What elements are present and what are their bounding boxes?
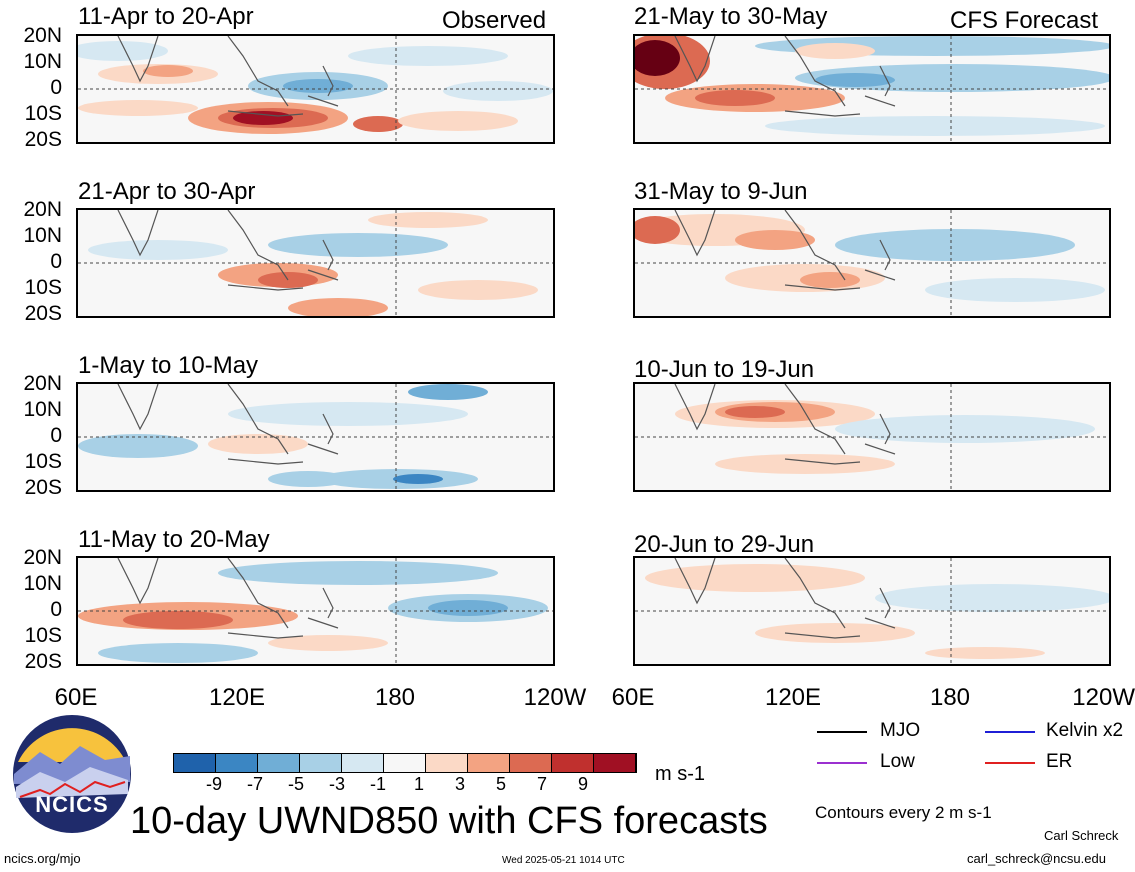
lat-label: 20S: [24, 650, 62, 673]
lon-label: 180: [374, 684, 416, 711]
lon-label: 120W: [523, 684, 587, 711]
lon-label: 60E: [611, 684, 655, 711]
colorbar-swatch: [216, 754, 258, 772]
lat-label: 10N: [23, 50, 62, 73]
lat-label: 0: [50, 424, 62, 447]
lat-label: 10S: [24, 276, 62, 299]
colorbar-tick-label: 5: [495, 774, 506, 794]
lon-label: 180: [929, 684, 971, 711]
footer-url: ncics.org/mjo: [4, 851, 81, 866]
legend-line-mjo: [817, 731, 867, 733]
panel-title-1: 11-Apr to 20-Apr: [78, 3, 254, 30]
main-title: 10-day UWND850 with CFS forecasts: [130, 800, 768, 842]
wind-anomaly-map: [635, 384, 1109, 490]
footer-author: Carl Schreck: [1044, 828, 1119, 843]
ncics-logo-icon: [11, 713, 133, 835]
footer-timestamp: Wed 2025-05-21 1014 UTC: [502, 855, 625, 866]
colorbar-tick-label: 7: [536, 774, 547, 794]
colorbar-tick-label: 9: [577, 774, 588, 794]
legend-label-er: ER: [1046, 751, 1073, 772]
lon-label: 120E: [764, 684, 822, 711]
colorbar-swatch: [300, 754, 342, 772]
lat-label: 10N: [23, 398, 62, 421]
lat-label: 10N: [23, 572, 62, 595]
lat-label: 20N: [23, 372, 62, 395]
wind-anomaly-map: [635, 36, 1109, 142]
map-panel-observed-2: [76, 208, 555, 318]
lat-label: 0: [50, 76, 62, 99]
legend-label-kelvin: Kelvin x2: [1046, 720, 1124, 741]
legend-line-kelvin: [985, 731, 1035, 733]
lat-label: 10N: [23, 224, 62, 247]
colorbar-swatch: [258, 754, 300, 772]
colorbar-tick-label: 1: [413, 774, 424, 794]
panel-title-7: 11-May to 20-May: [78, 526, 270, 553]
wind-anomaly-map: [78, 558, 553, 664]
lat-label: 20S: [24, 302, 62, 325]
lat-label: 20N: [23, 24, 62, 47]
lat-label: 20S: [24, 476, 62, 499]
colorbar-swatch: [594, 754, 636, 772]
cfs-forecast-label: CFS Forecast: [950, 7, 1099, 34]
wind-anomaly-map: [78, 210, 553, 316]
lat-label: 0: [50, 598, 62, 621]
wind-anomaly-map: [78, 36, 553, 142]
colorbar-swatch: [426, 754, 468, 772]
colorbar-tick-label: -3: [328, 774, 345, 794]
colorbar-swatch: [384, 754, 426, 772]
colorbar-tick-label: -1: [369, 774, 386, 794]
colorbar: [173, 753, 637, 773]
legend-label-mjo: MJO: [880, 720, 921, 741]
colorbar-units: m s-1: [655, 763, 705, 785]
map-panel-forecast-3: [633, 382, 1111, 492]
lon-label: 60E: [54, 684, 98, 711]
wind-anomaly-map: [78, 384, 553, 490]
panel-title-6: 10-Jun to 19-Jun: [634, 356, 815, 383]
map-panel-forecast-1: [633, 34, 1111, 144]
footer-email: carl_schreck@ncsu.edu: [967, 851, 1106, 866]
colorbar-swatch: [552, 754, 594, 772]
contours-note: Contours every 2 m s-1: [815, 803, 992, 822]
wind-anomaly-map: [635, 210, 1109, 316]
legend-line-er: [985, 762, 1035, 764]
lat-label: 20S: [24, 128, 62, 151]
colorbar-tick-label: -9: [205, 774, 222, 794]
legend-line-low: [817, 762, 867, 764]
logo-text: NCICS: [35, 792, 109, 817]
observed-label: Observed: [442, 7, 547, 34]
colorbar-swatch: [468, 754, 510, 772]
lat-label: 20N: [23, 546, 62, 569]
panel-title-5: 1-May to 10-May: [78, 352, 259, 379]
lat-label: 10S: [24, 450, 62, 473]
panel-title-2: 21-May to 30-May: [634, 3, 828, 30]
lat-label: 10S: [24, 102, 62, 125]
panel-title-3: 21-Apr to 30-Apr: [78, 178, 256, 205]
colorbar-swatch: [174, 754, 216, 772]
legend-label-low: Low: [880, 751, 915, 772]
colorbar-boxes: [173, 753, 637, 773]
lat-label: 10S: [24, 624, 62, 647]
map-panel-forecast-2: [633, 208, 1111, 318]
lat-label: 20N: [23, 198, 62, 221]
map-panel-observed-1: [76, 34, 555, 144]
panel-title-4: 31-May to 9-Jun: [634, 178, 808, 205]
colorbar-tick-label: 3: [454, 774, 465, 794]
colorbar-swatch: [342, 754, 384, 772]
colorbar-tick-label: -7: [246, 774, 263, 794]
lat-label: 0: [50, 250, 62, 273]
panel-title-8: 20-Jun to 29-Jun: [634, 531, 815, 558]
colorbar-swatch: [510, 754, 552, 772]
wind-anomaly-map: [635, 558, 1109, 664]
lon-label: 120W: [1072, 685, 1135, 711]
colorbar-tick-label: -5: [287, 774, 304, 794]
ncics-logo: NCICS: [10, 712, 134, 836]
lon-label: 120E: [208, 684, 266, 711]
map-panel-forecast-4: [633, 556, 1111, 666]
map-panel-observed-4: [76, 556, 555, 666]
map-panel-observed-3: [76, 382, 555, 492]
